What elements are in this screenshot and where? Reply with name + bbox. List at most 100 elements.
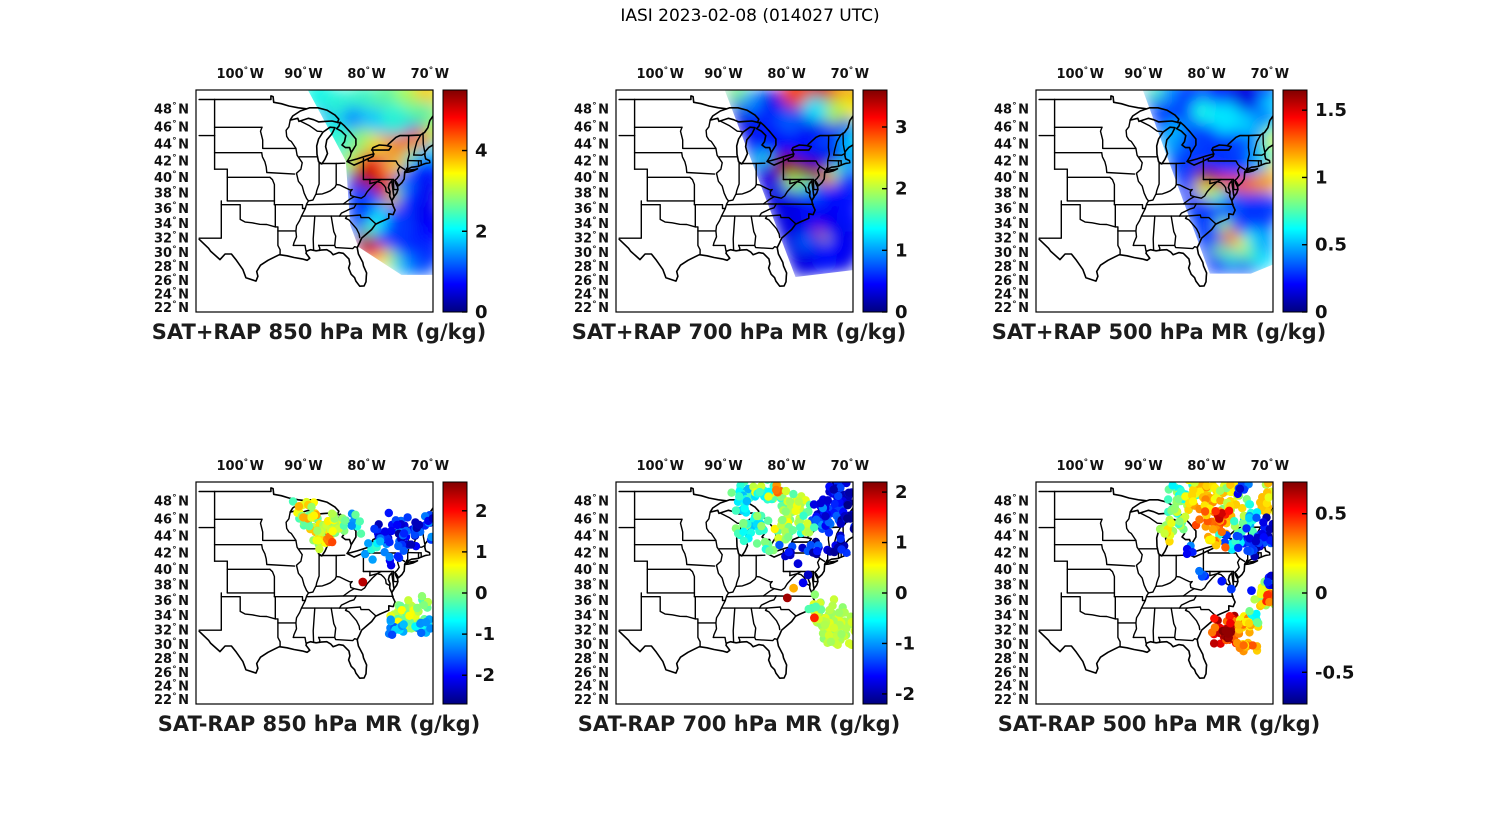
- data-swath: [1142, 90, 1273, 274]
- latitude-tick-label: 28° N: [154, 259, 189, 275]
- basemap-us-states: [198, 95, 433, 287]
- colorbar-tick-label: 2: [475, 501, 488, 522]
- panel-title: SAT-RAP 500 hPa MR (g/kg): [997, 712, 1321, 736]
- colorbar-tick-label: -1: [895, 633, 915, 654]
- latitude-tick-label: 38° N: [994, 186, 1029, 202]
- colorbar: 2 1 0 -1 -2: [862, 481, 915, 705]
- colorbar-tick-label: 2: [895, 482, 908, 503]
- latitude-tick-label: 46° N: [994, 511, 1029, 527]
- latitude-axis-labels: 48° N 46° N 44° N42° N40° N38° N36° N34° N32° N30° N…: [574, 101, 609, 316]
- latitude-tick-label: 24° N: [994, 679, 1029, 695]
- colorbar-tick-label: 1.5: [1315, 100, 1347, 121]
- panel-sat-minus-rap-850: 100° W 90° W 80° W 70° W 48° N 46° N 44° N 42° N 40° N 38°…: [118, 450, 520, 750]
- longitude-tick-label: 80° W: [1187, 458, 1225, 474]
- longitude-tick-label: 90° W: [704, 66, 742, 82]
- colorbar: 0.5 0 -0.5: [1282, 481, 1354, 705]
- latitude-tick-label: 32° N: [994, 623, 1029, 639]
- latitude-tick-label: 48° N: [154, 101, 189, 117]
- map-frame: [1035, 481, 1274, 705]
- latitude-tick-label: 24° N: [574, 287, 609, 303]
- latitude-tick-label: 22° N: [154, 300, 189, 316]
- latitude-tick-label: 48° N: [574, 493, 609, 509]
- longitude-tick-label: 100° W: [636, 458, 683, 474]
- latitude-tick-label: 32° N: [574, 623, 609, 639]
- panel-sat-plus-rap-700: 100° W 90° W 80° W 70° W 48° N 46° N 44° N 42° N 40° N 38°…: [538, 58, 940, 358]
- panel-title: SAT+RAP 500 hPa MR (g/kg): [991, 320, 1327, 344]
- colorbar-tick-label: 2: [895, 179, 908, 200]
- colorbar: 0 0.5 1 1.5: [1282, 89, 1347, 320]
- map-frame: [615, 481, 854, 705]
- colorbar-tick-label: -1: [475, 624, 495, 645]
- latitude-tick-label: 34° N: [574, 608, 609, 624]
- latitude-tick-label: 32° N: [994, 231, 1029, 247]
- latitude-tick-label: 40° N: [154, 170, 189, 186]
- latitude-tick-label: 28° N: [154, 651, 189, 667]
- colorbar-tick-label: 1: [1315, 167, 1328, 188]
- scatter-dots: [727, 482, 853, 649]
- latitude-tick-label: 42° N: [154, 154, 189, 170]
- latitude-tick-label: 44° N: [154, 529, 189, 545]
- map-frame: [1035, 89, 1274, 313]
- longitude-axis-labels: 100° W 90° W 80° W 70° W: [636, 66, 869, 82]
- latitude-tick-label: 30° N: [994, 637, 1029, 653]
- latitude-tick-label: 30° N: [154, 637, 189, 653]
- panel-sat-minus-rap-500: 100° W 90° W 80° W 70° W 48° N 46° N 44° N 42° N 40° N 38°…: [958, 450, 1360, 750]
- latitude-tick-label: 34° N: [154, 608, 189, 624]
- latitude-tick-label: 44° N: [994, 137, 1029, 153]
- map-frame: [195, 481, 434, 705]
- colorbar-tick-label: 1: [475, 542, 488, 563]
- latitude-tick-label: 30° N: [574, 245, 609, 261]
- longitude-axis-labels: 100° W 90° W 80° W 70° W: [1056, 66, 1289, 82]
- longitude-tick-label: 90° W: [284, 66, 322, 82]
- latitude-tick-label: 44° N: [574, 529, 609, 545]
- colorbar-tick-label: 3: [895, 117, 908, 138]
- latitude-tick-label: 48° N: [994, 493, 1029, 509]
- map-plot-sat-minus-rap-700: 100° W 90° W 80° W 70° W 48° N 46° N 44° N42° N40° N38°…: [574, 458, 915, 708]
- longitude-tick-label: 70° W: [1251, 458, 1289, 474]
- latitude-tick-label: 24° N: [154, 679, 189, 695]
- map-plot-sat-plus-rap-500: 100° W 90° W 80° W 70° W 48° N 46° N 44° N42° N40° N38°…: [994, 66, 1347, 320]
- latitude-tick-label: 34° N: [154, 216, 189, 232]
- latitude-axis-labels: 48° N 46° N 44° N42° N40° N38° N36° N34° N32° N30° N…: [994, 493, 1029, 708]
- colorbar-tick-label: 0: [1315, 583, 1328, 604]
- figure-title: IASI 2023-02-08 (014027 UTC): [620, 6, 880, 26]
- colorbar-tick-label: 4: [475, 141, 488, 162]
- latitude-tick-label: 30° N: [574, 637, 609, 653]
- latitude-tick-label: 40° N: [994, 170, 1029, 186]
- panel-title: SAT-RAP 700 hPa MR (g/kg): [577, 712, 901, 736]
- latitude-tick-label: 38° N: [154, 186, 189, 202]
- latitude-tick-label: 44° N: [994, 529, 1029, 545]
- longitude-tick-label: 70° W: [411, 66, 449, 82]
- map-plot-sat-plus-rap-850: 100° W 90° W 80° W 70° W 48° N 46° N 44° N42° N40° N38°…: [154, 66, 488, 320]
- colorbar-tick-label: 0: [1315, 302, 1328, 320]
- latitude-tick-label: 46° N: [154, 511, 189, 527]
- colorbar: 0 2 4: [442, 89, 488, 320]
- longitude-tick-label: 80° W: [347, 458, 385, 474]
- panel-title: SAT+RAP 700 hPa MR (g/kg): [571, 320, 907, 344]
- latitude-axis-labels: 48° N 46° N 44° N42° N40° N38° N36° N34° N32° N30° N…: [154, 493, 189, 708]
- latitude-tick-label: 28° N: [994, 651, 1029, 667]
- latitude-tick-label: 36° N: [154, 593, 189, 609]
- latitude-tick-label: 26° N: [574, 665, 609, 681]
- colorbar: 0 1 2 3: [862, 89, 908, 320]
- longitude-tick-label: 90° W: [1124, 458, 1162, 474]
- latitude-tick-label: 40° N: [994, 562, 1029, 578]
- latitude-tick-label: 42° N: [574, 546, 609, 562]
- latitude-tick-label: 42° N: [994, 154, 1029, 170]
- latitude-tick-label: 26° N: [574, 273, 609, 289]
- longitude-axis-labels: 100° W 90° W 80° W 70° W: [216, 458, 449, 474]
- longitude-tick-label: 70° W: [831, 66, 869, 82]
- latitude-tick-label: 30° N: [994, 245, 1029, 261]
- longitude-tick-label: 100° W: [1056, 66, 1103, 82]
- colorbar-tick-label: -0.5: [1315, 662, 1354, 683]
- latitude-axis-labels: 48° N 46° N 44° N42° N40° N38° N36° N34° N32° N30° N…: [994, 101, 1029, 316]
- colorbar-tick-label: 0: [895, 583, 908, 604]
- latitude-tick-label: 36° N: [994, 201, 1029, 217]
- latitude-tick-label: 38° N: [574, 186, 609, 202]
- longitude-tick-label: 100° W: [216, 66, 263, 82]
- latitude-tick-label: 26° N: [994, 273, 1029, 289]
- longitude-tick-label: 80° W: [1187, 66, 1225, 82]
- data-swath: [307, 90, 433, 275]
- colorbar-tick-label: -2: [895, 684, 915, 705]
- longitude-tick-label: 70° W: [411, 458, 449, 474]
